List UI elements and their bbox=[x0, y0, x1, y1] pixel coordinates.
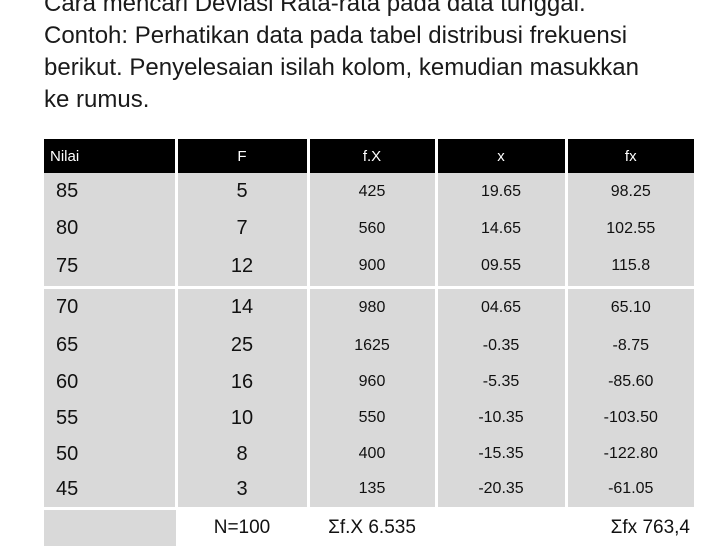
cell-x: -10.35 bbox=[434, 400, 566, 436]
cell-x: -5.35 bbox=[434, 364, 566, 400]
intro-line-3: berikut. Penyelesaian isilah kolom, kemu… bbox=[44, 54, 639, 81]
cell-nilai: 85 bbox=[44, 173, 176, 210]
cell-x: -0.35 bbox=[434, 327, 566, 364]
cell-fX: 550 bbox=[306, 400, 436, 436]
cell-nilai: 45 bbox=[44, 472, 176, 508]
cell-fX: 400 bbox=[306, 436, 436, 472]
table-row: 80 7 560 14.65 102.55 bbox=[44, 210, 694, 247]
intro-line-1: Cara mencari Deviasi Rata-rata pada data… bbox=[44, 0, 586, 17]
cell-fx: -122.80 bbox=[564, 436, 694, 472]
cell-nilai: 65 bbox=[44, 327, 176, 364]
totals-row: N=100 Σf.X 6.535 Σfx 763,4 bbox=[44, 506, 694, 546]
cell-f: 10 bbox=[174, 400, 308, 436]
cell-nilai: 75 bbox=[44, 247, 176, 287]
cell-f: 5 bbox=[174, 173, 308, 210]
cell-fX: 980 bbox=[306, 285, 436, 327]
table-header-row: Nilai F f.X x fx bbox=[44, 139, 694, 173]
table-row: 75 12 900 09.55 115.8 bbox=[44, 247, 694, 287]
header-f: F bbox=[174, 139, 308, 173]
intro-paragraph: Cara mencari Deviasi Rata-rata pada data… bbox=[44, 0, 672, 116]
table-row: 50 8 400 -15.35 -122.80 bbox=[44, 436, 694, 472]
header-fx-product: f.X bbox=[306, 139, 436, 173]
cell-x: 09.55 bbox=[434, 247, 566, 287]
cell-f: 14 bbox=[174, 285, 308, 327]
cell-nilai: 60 bbox=[44, 364, 176, 400]
cell-nilai: 80 bbox=[44, 210, 176, 247]
cell-fx: -8.75 bbox=[564, 327, 694, 364]
cell-fX: 425 bbox=[306, 173, 436, 210]
cell-x: 19.65 bbox=[434, 173, 566, 210]
cell-fx: 115.8 bbox=[564, 247, 694, 287]
cell-f: 3 bbox=[174, 472, 308, 508]
total-n: N=100 bbox=[176, 506, 308, 546]
totals-blank-cell bbox=[44, 506, 176, 546]
cell-nilai: 70 bbox=[44, 285, 176, 327]
total-fX: Σf.X 6.535 bbox=[308, 506, 436, 546]
cell-fx: -61.05 bbox=[564, 472, 694, 508]
cell-f: 12 bbox=[174, 247, 308, 287]
cell-fX: 560 bbox=[306, 210, 436, 247]
cell-fx: -85.60 bbox=[564, 364, 694, 400]
cell-fx: 65.10 bbox=[564, 285, 694, 327]
cell-fx: 102.55 bbox=[564, 210, 694, 247]
table-row: 60 16 960 -5.35 -85.60 bbox=[44, 364, 694, 400]
cell-f: 16 bbox=[174, 364, 308, 400]
cell-nilai: 55 bbox=[44, 400, 176, 436]
header-fx: fx bbox=[564, 139, 694, 173]
table-row: 65 25 1625 -0.35 -8.75 bbox=[44, 327, 694, 364]
cell-x: 14.65 bbox=[434, 210, 566, 247]
cell-fx: -103.50 bbox=[564, 400, 694, 436]
header-x: x bbox=[434, 139, 566, 173]
totals-empty-cell bbox=[436, 506, 566, 546]
table-row: 85 5 425 19.65 98.25 bbox=[44, 173, 694, 210]
cell-x: -20.35 bbox=[434, 472, 566, 508]
table-row: 45 3 135 -20.35 -61.05 bbox=[44, 472, 694, 508]
intro-line-2: Contoh: Perhatikan data pada tabel distr… bbox=[44, 22, 628, 49]
table-row: 70 14 980 04.65 65.10 bbox=[44, 285, 694, 327]
header-nilai: Nilai bbox=[44, 139, 176, 173]
cell-fX: 960 bbox=[306, 364, 436, 400]
cell-fX: 900 bbox=[306, 247, 436, 287]
frequency-table: Nilai F f.X x fx 85 5 425 19.65 98.25 80… bbox=[44, 139, 694, 546]
cell-fX: 135 bbox=[306, 472, 436, 508]
table-row: 55 10 550 -10.35 -103.50 bbox=[44, 400, 694, 436]
cell-fx: 98.25 bbox=[564, 173, 694, 210]
cell-x: -15.35 bbox=[434, 436, 566, 472]
cell-f: 8 bbox=[174, 436, 308, 472]
cell-x: 04.65 bbox=[434, 285, 566, 327]
cell-nilai: 50 bbox=[44, 436, 176, 472]
cell-f: 25 bbox=[174, 327, 308, 364]
cell-fX: 1625 bbox=[306, 327, 436, 364]
total-fx: Σfx 763,4 bbox=[566, 506, 694, 546]
intro-line-4: ke rumus. bbox=[44, 86, 150, 113]
cell-f: 7 bbox=[174, 210, 308, 247]
